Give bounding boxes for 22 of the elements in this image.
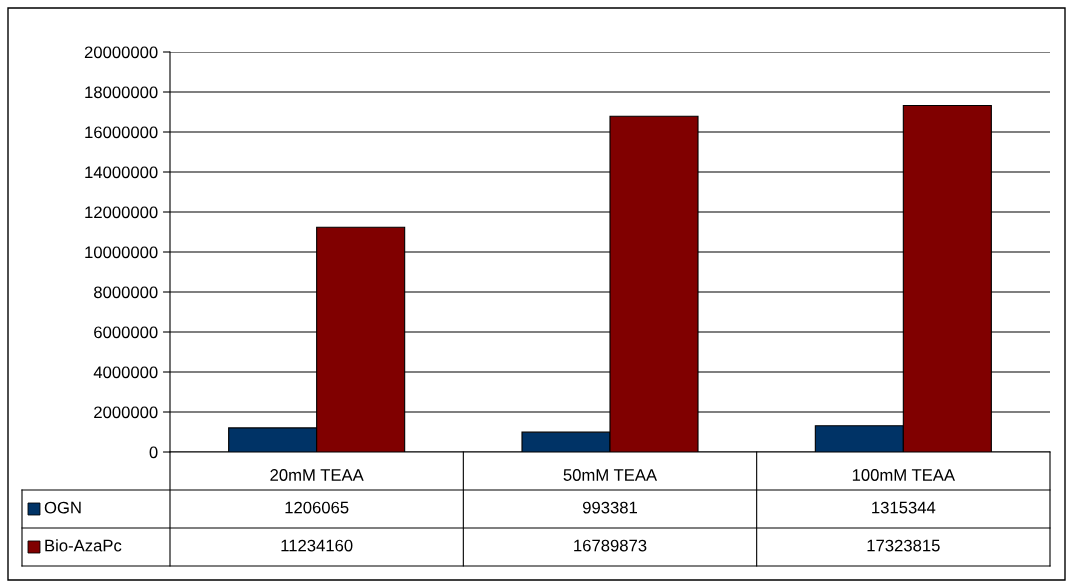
y-tick-label: 4000000 <box>93 366 158 379</box>
data-label: 17323815 <box>867 539 940 552</box>
y-tick-label: 20000000 <box>84 46 158 59</box>
y-tick-label: 14000000 <box>85 166 158 179</box>
legend-label: OGN <box>44 501 81 514</box>
data-label: 993381 <box>582 501 637 514</box>
data-label: 16789873 <box>574 539 647 552</box>
x-tick-label: 100mM TEAA <box>852 469 956 481</box>
y-tick-label: 8000000 <box>94 286 158 299</box>
y-tick-label: 12000000 <box>85 206 158 219</box>
y-tick-label: 18000000 <box>85 86 158 99</box>
y-tick-label: 0 <box>149 446 158 459</box>
y-tick-label: 16000000 <box>85 126 158 139</box>
y-tick-label: 10000000 <box>85 246 158 259</box>
data-label: 11234160 <box>281 539 353 552</box>
x-tick-label: 20mM TEAA <box>270 469 364 481</box>
data-label: 1315344 <box>872 501 936 514</box>
data-label: 1206065 <box>285 501 349 514</box>
y-tick-label: 6000000 <box>94 326 158 339</box>
y-tick-label: 2000000 <box>94 406 158 419</box>
x-tick-label: 50mM TEAA <box>563 469 658 481</box>
legend-label: Bio-AzaPc <box>45 539 122 552</box>
